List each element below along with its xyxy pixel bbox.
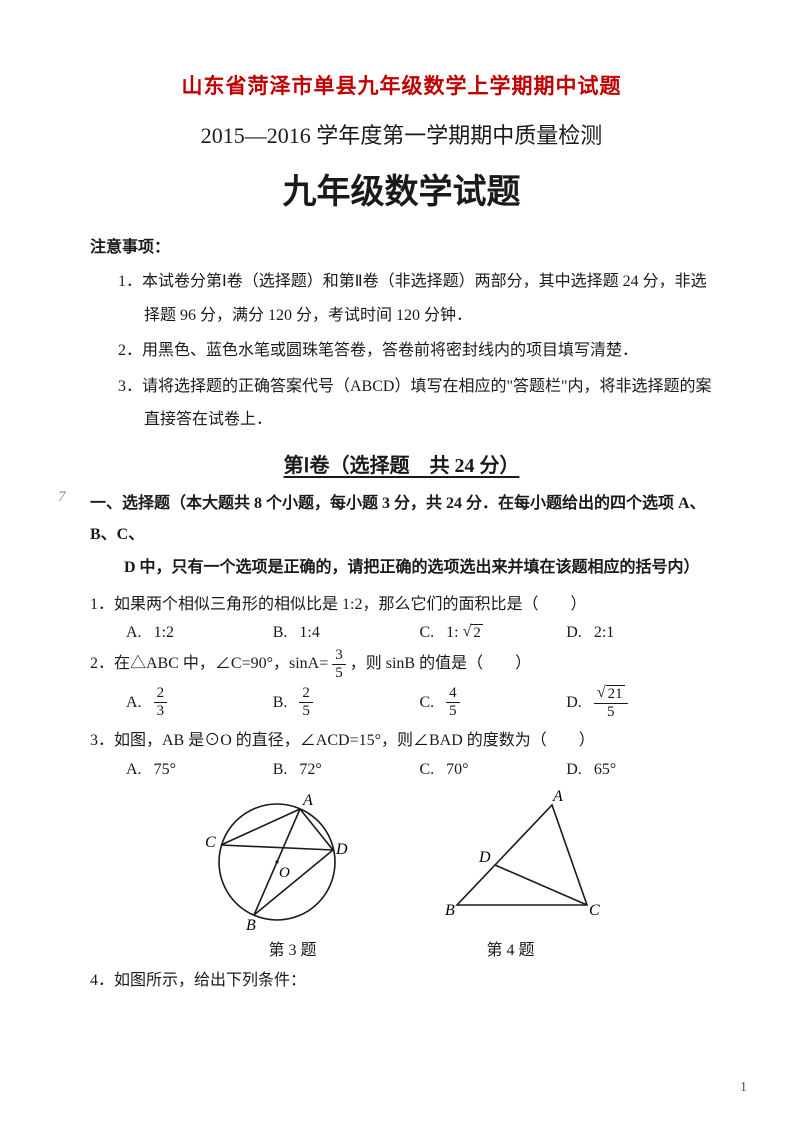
option-label: D. — [566, 624, 582, 642]
label-d: D — [335, 841, 348, 858]
option-value: 72° — [299, 761, 321, 779]
label-a: A — [302, 792, 313, 809]
notice-item: 3．请将选择题的正确答案代号（ABCD）填写在相应的"答题栏"内，将非选择题的案… — [118, 370, 713, 437]
question-1: 1．如果两个相似三角形的相似比是 1:2，那么它们的面积比是（ ） — [90, 590, 713, 620]
option-a: A. 23 — [126, 685, 273, 721]
fraction-icon: 23 — [154, 686, 168, 719]
caption-q4: 第 4 题 — [487, 936, 535, 960]
option-prefix: 1: — [446, 624, 458, 642]
q2-prefix: 2．在△ABC 中，∠C=90°，sinA= — [90, 655, 328, 672]
figure-row: A B C D O A B C D — [90, 787, 713, 932]
option-c: C. 70° — [420, 761, 567, 779]
fraction-icon: 25 — [299, 686, 313, 719]
q2-suffix: ，则 sinB 的值是（ ） — [350, 655, 531, 672]
fraction-icon: 35 — [332, 648, 346, 681]
option-value: 2:1 — [594, 624, 614, 642]
question-2: 2．在△ABC 中，∠C=90°，sinA= 35 ，则 sinB 的值是（ ） — [90, 648, 713, 681]
question-4: 4．如图所示，给出下列条件： — [90, 966, 713, 996]
option-label: C. — [420, 761, 435, 779]
fraction-icon: √215 — [594, 685, 628, 721]
option-label: B. — [273, 761, 288, 779]
choice-instructions-line1: 一、选择题（本大题共 8 个小题，每小题 3 分，共 24 分．在每小题给出的四… — [90, 488, 713, 550]
label-b: B — [445, 902, 455, 919]
option-label: D. — [566, 694, 582, 712]
figure-q4-triangle: A B C D — [437, 787, 607, 932]
option-label: C. — [420, 694, 435, 712]
option-value: 1:4 — [299, 624, 319, 642]
question-3-options: A. 75° B. 72° C. 70° D. 65° — [126, 761, 713, 779]
option-a: A. 1:2 — [126, 624, 273, 642]
option-value: 70° — [446, 761, 468, 779]
figure-q3-circle: A B C D O — [197, 787, 357, 932]
notice-item: 1．本试卷分第Ⅰ卷（选择题）和第Ⅱ卷（非选择题）两部分，其中选择题 24 分，非… — [118, 265, 713, 332]
option-d: D. √215 — [566, 685, 713, 721]
option-b: B. 72° — [273, 761, 420, 779]
option-b: B. 1:4 — [273, 624, 420, 642]
section-1-title: 第Ⅰ卷（选择题 共 24 分） — [90, 449, 713, 478]
label-b: B — [246, 917, 256, 932]
question-1-options: A. 1:2 B. 1:4 C. 1: √2 D. 2:1 — [126, 624, 713, 642]
option-label: C. — [420, 624, 435, 642]
option-a: A. 75° — [126, 761, 273, 779]
option-label: A. — [126, 761, 142, 779]
option-label: B. — [273, 624, 288, 642]
choice-instructions-line2: D 中，只有一个选项是正确的，请把正确的选项选出来并填在该题相应的括号内） — [124, 552, 713, 583]
question-2-options: A. 23 B. 25 C. 45 D. √215 — [126, 685, 713, 721]
option-value: 75° — [154, 761, 176, 779]
option-d: D. 65° — [566, 761, 713, 779]
label-c: C — [205, 834, 216, 851]
exam-page: 山东省菏泽市单县九年级数学上学期期中试题 2015—2016 学年度第一学期期中… — [0, 0, 793, 1122]
option-c: C. 1: √2 — [420, 624, 567, 642]
option-label: A. — [126, 694, 142, 712]
caption-q3: 第 3 题 — [268, 936, 316, 960]
figure-captions: 第 3 题 第 4 题 — [90, 936, 713, 960]
option-label: A. — [126, 624, 142, 642]
notice-list: 1．本试卷分第Ⅰ卷（选择题）和第Ⅱ卷（非选择题）两部分，其中选择题 24 分，非… — [90, 265, 713, 437]
option-value: 1:2 — [154, 624, 174, 642]
label-o: O — [279, 865, 290, 881]
option-d: D. 2:1 — [566, 624, 713, 642]
option-b: B. 25 — [273, 685, 420, 721]
sqrt-icon: √2 — [463, 624, 483, 642]
option-label: B. — [273, 694, 288, 712]
page-number: 1 — [740, 1080, 747, 1096]
margin-mark: 7 — [58, 489, 66, 506]
option-value: 65° — [594, 761, 616, 779]
subtitle: 2015—2016 学年度第一学期期中质量检测 — [90, 118, 713, 150]
notice-heading: 注意事项： — [90, 233, 713, 257]
question-3: 3．如图，AB 是⊙O 的直径，∠ACD=15°，则∠BAD 的度数为（ ） — [90, 726, 713, 756]
red-title: 山东省菏泽市单县九年级数学上学期期中试题 — [90, 70, 713, 100]
label-c: C — [589, 902, 600, 919]
label-a: A — [552, 788, 563, 805]
notice-item: 2．用黑色、蓝色水笔或圆珠笔答卷，答卷前将密封线内的项目填写清楚． — [118, 334, 713, 368]
main-title: 九年级数学试题 — [90, 164, 713, 213]
label-d: D — [478, 849, 491, 866]
fraction-icon: 45 — [446, 686, 460, 719]
option-c: C. 45 — [420, 685, 567, 721]
option-label: D. — [566, 761, 582, 779]
